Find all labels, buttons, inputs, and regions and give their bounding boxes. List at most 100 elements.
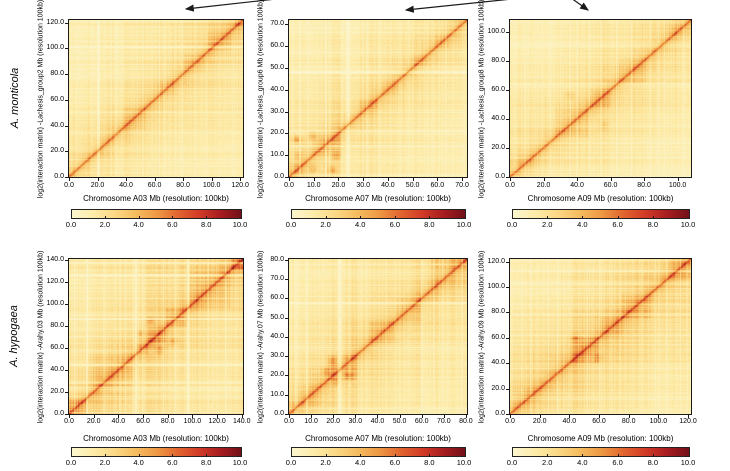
colorbar-tick-label: 10.0 — [232, 458, 248, 467]
tick-mark — [65, 260, 68, 262]
tick-mark — [599, 415, 601, 418]
tick-mark — [506, 312, 509, 314]
y-tick-label: 80.0 — [491, 56, 505, 64]
y-tick-label: 20.0 — [491, 384, 505, 392]
tick-mark — [506, 147, 509, 149]
y-tick-label: 120.0 — [46, 18, 64, 26]
x-tick-label: 0.0 — [505, 418, 515, 425]
heatmap-canvas-monticola-A03 — [68, 19, 244, 178]
tick-mark — [506, 89, 509, 91]
heatmap-canvas-monticola-A09 — [509, 19, 692, 178]
tick-mark — [577, 178, 579, 181]
y-tick-label: 100.0 — [487, 27, 505, 35]
y-tick-label: 40.0 — [491, 114, 505, 122]
colorbar-tick-label: 8.0 — [200, 458, 212, 467]
y-axis-label-monticola-A07: log2(interaction matrix) -Lachesis_group… — [257, 0, 265, 198]
x-axis-label-hypogaea-A09: Chromosome A09 Mb (resolution: 100kb) — [527, 434, 674, 443]
annotation-arrow — [184, 0, 273, 12]
colorbar-tick-label: 2.0 — [99, 220, 111, 229]
tick-mark — [285, 279, 288, 281]
tick-mark — [421, 415, 423, 418]
colorbar-tick-label: 4.0 — [133, 458, 144, 467]
tick-mark — [338, 178, 340, 181]
tick-mark — [677, 178, 679, 181]
colorbar-tick-label: 6.0 — [612, 458, 623, 467]
colorbar-tick-mark — [206, 216, 208, 219]
tick-mark — [65, 22, 68, 24]
x-tick-label: 60.0 — [414, 418, 429, 425]
x-tick-label: 0.0 — [64, 418, 74, 425]
colorbar-tick-label: 2.0 — [320, 220, 331, 229]
tick-mark — [285, 24, 288, 26]
row-label-species-monticola: A. monticola — [9, 67, 21, 129]
y-tick-label: 50.0 — [270, 63, 284, 71]
tick-mark — [285, 259, 288, 261]
y-tick-label: 70.0 — [270, 20, 284, 28]
x-tick-label: 40.0 — [570, 182, 584, 189]
x-tick-label: 60.0 — [603, 182, 618, 189]
y-tick-label: 40.0 — [270, 332, 284, 340]
y-tick-label: 100.0 — [487, 282, 505, 290]
colorbar-tick-mark — [429, 454, 431, 457]
tick-mark — [506, 60, 509, 62]
colorbar-tick-label: 10.0 — [680, 220, 696, 229]
heatmap-canvas-hypogaea-A07 — [288, 258, 468, 415]
x-tick-label: 50.0 — [405, 182, 420, 189]
tick-mark — [93, 415, 95, 418]
colorbar-tick-label: 6.0 — [612, 220, 623, 229]
y-tick-label: 0.0 — [495, 173, 505, 180]
colorbar-tick-label: 10.0 — [232, 220, 248, 229]
x-tick-label: 80.0 — [176, 182, 190, 189]
colorbar-tick-mark — [138, 454, 140, 457]
tick-mark — [506, 388, 509, 390]
colorbar-tick-label: 8.0 — [647, 220, 659, 229]
colorbar-tick-mark — [104, 216, 106, 219]
y-tick-label: 40.0 — [270, 85, 284, 93]
colorbar-tick-mark — [104, 454, 106, 457]
y-tick-label: 40.0 — [50, 366, 64, 374]
x-tick-label: 80.0 — [160, 418, 175, 425]
tick-mark — [443, 415, 445, 418]
heatmap-canvas-monticola-A07 — [288, 19, 468, 178]
tick-mark — [69, 178, 70, 181]
colorbar-tick-mark — [617, 216, 619, 219]
colorbar-tick-mark — [582, 216, 584, 219]
tick-mark — [65, 326, 68, 328]
y-tick-label: 0.0 — [54, 410, 64, 417]
x-tick-label: 40.0 — [111, 418, 126, 425]
tick-mark — [543, 178, 545, 181]
x-tick-label: 0.0 — [505, 182, 515, 189]
y-tick-label: 20.0 — [50, 147, 64, 155]
tick-mark — [462, 178, 464, 181]
tick-mark — [65, 74, 68, 76]
tick-mark — [65, 48, 68, 50]
tick-mark — [285, 67, 288, 69]
colorbar-hypogaea-A09 — [512, 447, 690, 457]
tick-mark — [506, 414, 509, 415]
x-tick-label: 30.0 — [356, 182, 370, 189]
x-tick-label: 60.0 — [147, 182, 162, 189]
x-tick-label: 70.0 — [436, 418, 451, 425]
colorbar-tick-label: 8.0 — [200, 220, 212, 229]
tick-mark — [506, 118, 509, 120]
colorbar-tick-label: 2.0 — [99, 458, 111, 467]
tick-mark — [211, 178, 213, 181]
tick-mark — [65, 282, 68, 284]
x-tick-label: 10.0 — [304, 418, 318, 425]
tick-mark — [399, 415, 401, 418]
y-tick-label: 40.0 — [491, 359, 505, 367]
tick-mark — [465, 415, 467, 418]
tick-mark — [363, 178, 365, 181]
x-tick-label: 100.0 — [202, 182, 221, 189]
tick-mark — [510, 178, 511, 181]
x-axis-label-monticola-A07: Chromosome A07 Mb (resolution: 100kb) — [305, 194, 451, 203]
x-tick-label: 70.0 — [455, 182, 469, 189]
colorbar-tick-label: 2.0 — [541, 220, 553, 229]
tick-mark — [285, 394, 288, 396]
x-tick-label: 120.0 — [231, 182, 249, 189]
x-tick-label: 100.0 — [183, 418, 202, 425]
colorbar-tick-mark — [325, 454, 327, 457]
x-tick-label: 20.0 — [90, 182, 105, 189]
colorbar-tick-label: 2.0 — [320, 458, 331, 467]
